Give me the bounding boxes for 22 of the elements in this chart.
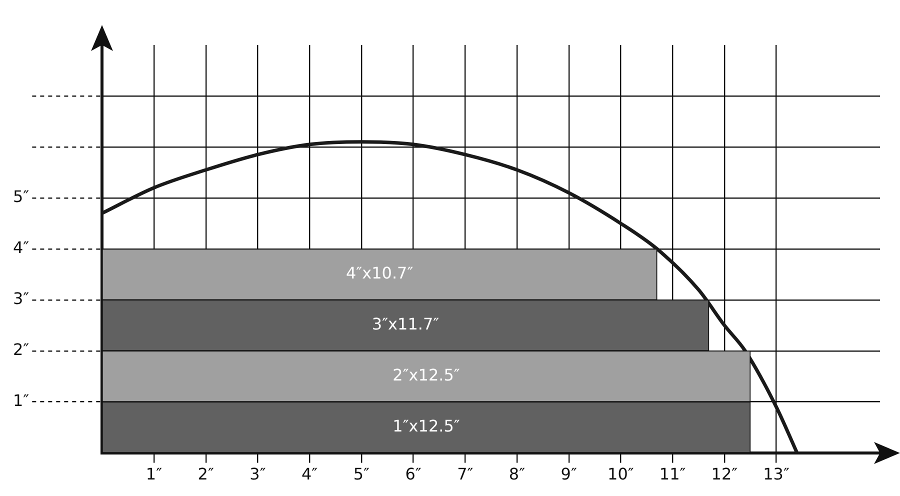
y-tick-label: 4″ — [13, 238, 30, 258]
x-tick-label: 12″ — [711, 464, 738, 484]
data-label: 1″x12.5″ — [392, 416, 460, 436]
data-label: 3″x11.7″ — [372, 314, 440, 334]
x-tick-label: 6″ — [405, 464, 422, 484]
x-tick-label: 7″ — [457, 464, 474, 484]
x-tick-label: 3″ — [250, 464, 266, 484]
x-tick-label: 2″ — [198, 464, 214, 484]
x-tick-label: 5″ — [353, 464, 370, 484]
x-tick-label: 11″ — [659, 464, 686, 484]
x-tick-label: 13″ — [763, 464, 790, 484]
x-tick-label: 9″ — [560, 464, 577, 484]
x-tick-label: 1″ — [146, 464, 162, 484]
y-tick-label: 2″ — [13, 340, 30, 360]
y-tick-label: 3″ — [13, 289, 30, 308]
x-tick-label: 10″ — [608, 464, 634, 484]
y-tick-label: 1″ — [13, 390, 30, 410]
x-tick-label: 4″ — [302, 464, 318, 484]
y-tick-label: 5″ — [13, 187, 30, 206]
data-label: 2″x12.5″ — [392, 365, 460, 384]
data-label: 4″x10.7″ — [346, 264, 414, 283]
x-tick-label: 8″ — [508, 464, 526, 484]
